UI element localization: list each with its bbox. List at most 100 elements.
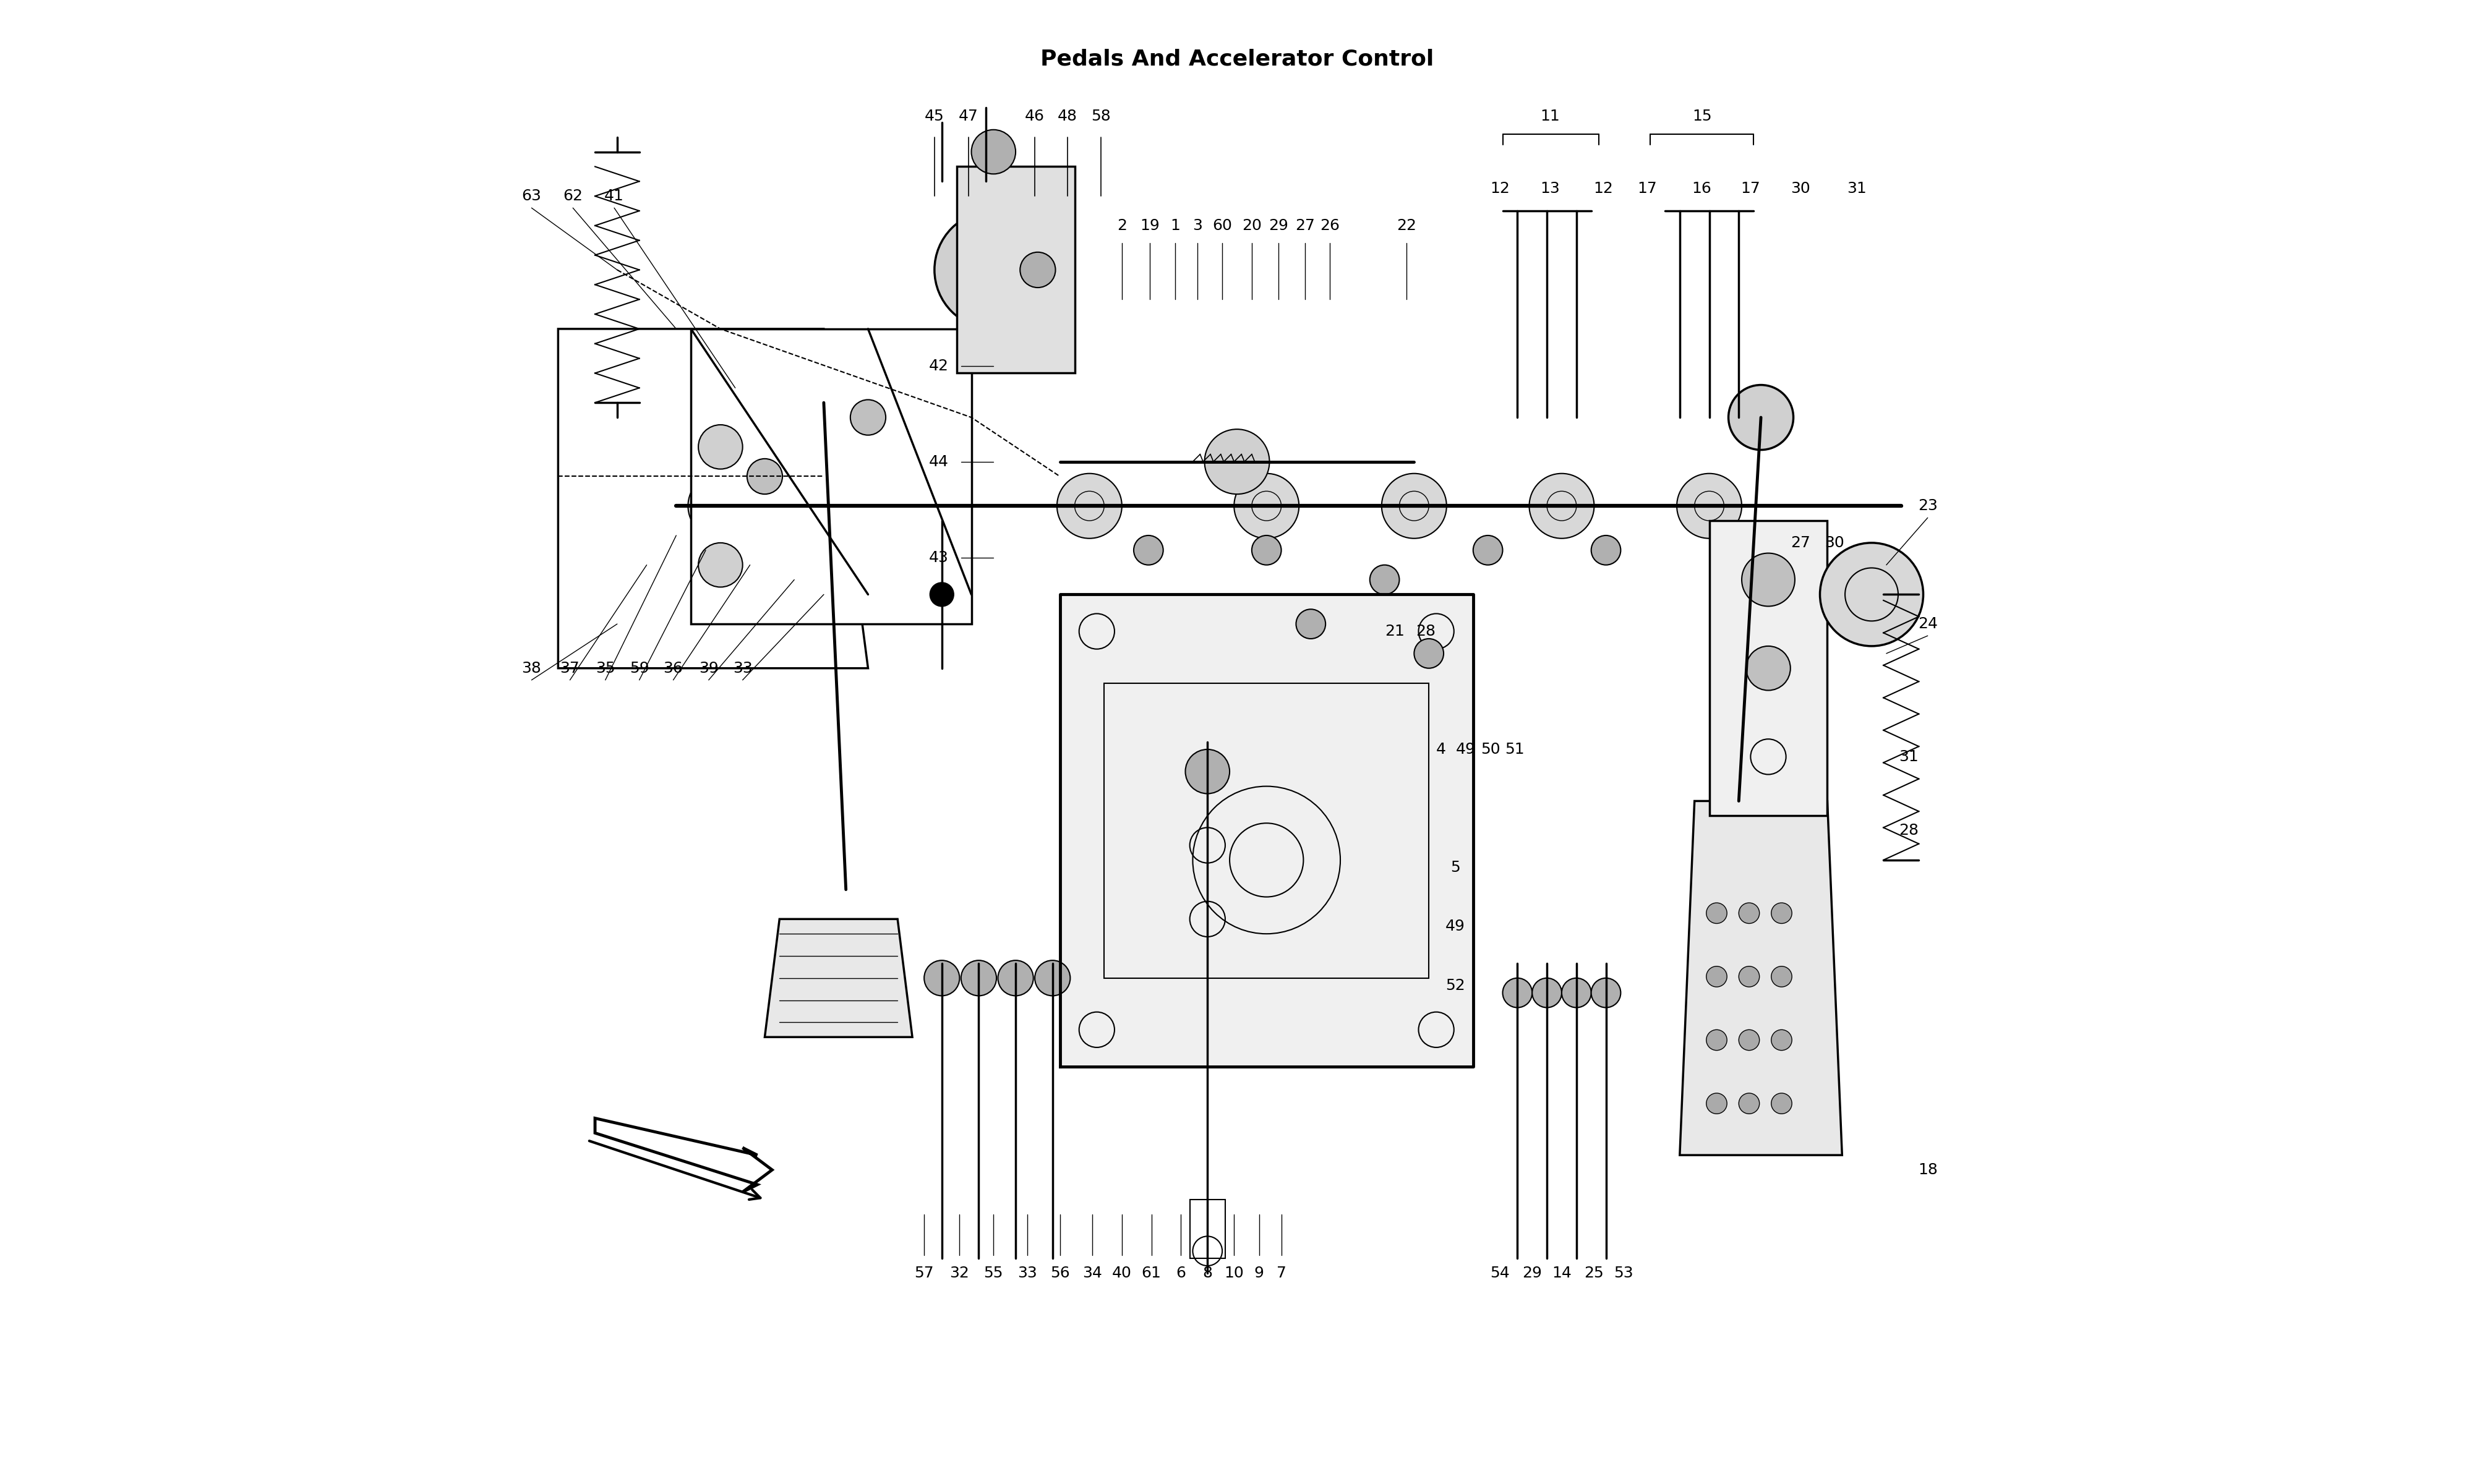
Circle shape — [1380, 473, 1447, 539]
Text: 63: 63 — [522, 188, 542, 203]
Circle shape — [1296, 610, 1326, 638]
Text: 27: 27 — [1294, 218, 1314, 233]
Circle shape — [925, 960, 960, 996]
Text: 47: 47 — [957, 108, 977, 123]
Text: 36: 36 — [663, 660, 683, 675]
Text: 17: 17 — [1742, 181, 1761, 196]
Text: 1: 1 — [1170, 218, 1180, 233]
Text: 35: 35 — [596, 660, 616, 675]
Text: 29: 29 — [1522, 1266, 1541, 1281]
Text: 12: 12 — [1593, 181, 1613, 196]
Text: 20: 20 — [1242, 218, 1262, 233]
Text: 29: 29 — [1269, 218, 1289, 233]
Circle shape — [1739, 1094, 1759, 1114]
Text: 50: 50 — [1482, 742, 1502, 757]
Text: 55: 55 — [985, 1266, 1004, 1281]
Text: 10: 10 — [1225, 1266, 1244, 1281]
Text: 57: 57 — [915, 1266, 933, 1281]
Circle shape — [1502, 978, 1531, 1008]
Text: 31: 31 — [1898, 749, 1917, 764]
Text: 12: 12 — [1489, 181, 1509, 196]
Text: 24: 24 — [1917, 616, 1937, 631]
Text: 2: 2 — [1116, 218, 1126, 233]
Text: 37: 37 — [559, 660, 579, 675]
Text: 49: 49 — [1445, 919, 1465, 933]
Text: 26: 26 — [1321, 218, 1341, 233]
Circle shape — [851, 399, 886, 435]
Circle shape — [997, 960, 1034, 996]
Polygon shape — [690, 329, 972, 623]
Circle shape — [1739, 1030, 1759, 1051]
Text: 33: 33 — [1017, 1266, 1037, 1281]
Circle shape — [1739, 902, 1759, 923]
Text: 14: 14 — [1551, 1266, 1571, 1281]
Circle shape — [1252, 536, 1282, 565]
Text: 39: 39 — [698, 660, 717, 675]
Bar — [1190, 1199, 1225, 1258]
Circle shape — [698, 424, 742, 469]
Circle shape — [1771, 1030, 1791, 1051]
Circle shape — [1707, 902, 1727, 923]
Text: 62: 62 — [564, 188, 584, 203]
Circle shape — [1747, 646, 1791, 690]
Text: 41: 41 — [604, 188, 623, 203]
Circle shape — [1707, 1030, 1727, 1051]
Circle shape — [809, 365, 883, 439]
Circle shape — [1034, 960, 1071, 996]
Text: 19: 19 — [1141, 218, 1160, 233]
Text: 4: 4 — [1435, 742, 1445, 757]
Circle shape — [935, 211, 1051, 329]
Text: 46: 46 — [1024, 108, 1044, 123]
Text: 3: 3 — [1192, 218, 1202, 233]
Text: 18: 18 — [1917, 1162, 1937, 1177]
Circle shape — [1742, 554, 1794, 607]
Circle shape — [1707, 1094, 1727, 1114]
Circle shape — [1771, 1094, 1791, 1114]
Text: 8: 8 — [1202, 1266, 1212, 1281]
Circle shape — [688, 473, 752, 539]
Text: 31: 31 — [1848, 181, 1868, 196]
Text: 15: 15 — [1692, 108, 1712, 123]
Text: 13: 13 — [1539, 181, 1559, 196]
Text: 28: 28 — [1898, 824, 1917, 838]
Text: 53: 53 — [1613, 1266, 1633, 1281]
Circle shape — [747, 459, 782, 494]
Circle shape — [1056, 473, 1121, 539]
Bar — [957, 166, 1074, 372]
Text: 40: 40 — [1111, 1266, 1131, 1281]
Text: 5: 5 — [1450, 861, 1460, 876]
Text: 17: 17 — [1638, 181, 1658, 196]
Polygon shape — [1710, 521, 1828, 816]
Text: 16: 16 — [1692, 181, 1712, 196]
Text: 27: 27 — [1791, 536, 1811, 551]
Polygon shape — [559, 329, 868, 668]
Circle shape — [1771, 902, 1791, 923]
Polygon shape — [1059, 595, 1472, 1067]
Text: 56: 56 — [1049, 1266, 1069, 1281]
Text: 7: 7 — [1277, 1266, 1286, 1281]
Polygon shape — [764, 919, 913, 1037]
Text: 58: 58 — [1091, 108, 1111, 123]
Text: 61: 61 — [1141, 1266, 1160, 1281]
Text: 33: 33 — [732, 660, 752, 675]
Circle shape — [1739, 966, 1759, 987]
Text: 60: 60 — [1212, 218, 1232, 233]
Bar — [1103, 683, 1430, 978]
Text: 6: 6 — [1175, 1266, 1185, 1281]
Circle shape — [1771, 966, 1791, 987]
Polygon shape — [596, 1119, 772, 1192]
Circle shape — [698, 543, 742, 588]
Text: 49: 49 — [1455, 742, 1475, 757]
Text: 9: 9 — [1254, 1266, 1264, 1281]
Text: 52: 52 — [1445, 978, 1465, 993]
Text: 45: 45 — [925, 108, 945, 123]
Circle shape — [1591, 978, 1620, 1008]
Circle shape — [1677, 473, 1742, 539]
Text: 42: 42 — [930, 358, 950, 372]
Text: 30: 30 — [1791, 181, 1811, 196]
Circle shape — [972, 129, 1017, 174]
Circle shape — [1235, 473, 1299, 539]
Text: 22: 22 — [1398, 218, 1418, 233]
Text: 54: 54 — [1489, 1266, 1509, 1281]
Circle shape — [836, 473, 901, 539]
